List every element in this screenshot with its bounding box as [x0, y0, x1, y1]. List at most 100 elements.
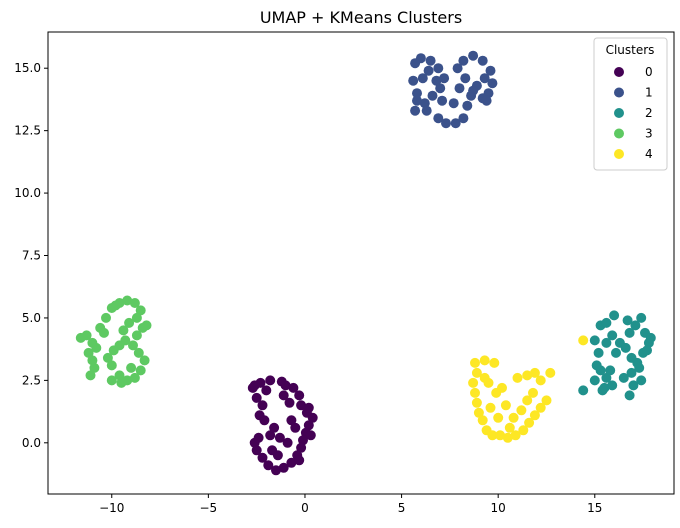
point-cluster-2	[626, 367, 637, 378]
point-cluster-0	[271, 465, 281, 476]
point-cluster-0	[290, 422, 301, 433]
point-cluster-4	[495, 430, 506, 441]
point-cluster-1	[410, 105, 421, 116]
point-cluster-4	[578, 335, 589, 346]
point-cluster-4	[518, 425, 529, 436]
point-cluster-2	[630, 320, 641, 331]
legend-label-2: 2	[645, 106, 653, 120]
point-cluster-1	[415, 53, 426, 64]
point-cluster-0	[269, 422, 280, 433]
point-cluster-0	[267, 445, 278, 456]
point-cluster-4	[524, 417, 535, 428]
y-tick-label: 7.5	[22, 249, 41, 263]
point-cluster-1	[423, 65, 434, 76]
point-cluster-4	[512, 372, 523, 383]
series-4	[468, 335, 589, 443]
point-cluster-4	[477, 415, 488, 426]
legend-marker-1	[614, 87, 624, 98]
point-cluster-3	[118, 325, 129, 336]
point-cluster-2	[628, 380, 639, 391]
point-cluster-1	[468, 50, 479, 61]
point-cluster-0	[265, 375, 276, 386]
point-cluster-3	[141, 320, 152, 331]
point-cluster-1	[417, 73, 428, 84]
point-cluster-4	[535, 375, 546, 386]
point-cluster-4	[485, 402, 496, 413]
point-cluster-1	[462, 100, 473, 111]
point-cluster-2	[599, 382, 610, 393]
point-cluster-3	[128, 340, 138, 351]
point-cluster-4	[471, 397, 482, 408]
point-cluster-0	[253, 432, 264, 443]
point-cluster-3	[139, 355, 150, 366]
point-cluster-2	[636, 312, 647, 323]
x-tick-label: −10	[99, 501, 124, 515]
point-cluster-0	[282, 437, 293, 448]
point-cluster-1	[468, 85, 479, 96]
point-cluster-3	[102, 352, 113, 363]
point-cluster-2	[578, 385, 589, 396]
point-cluster-3	[124, 317, 135, 328]
point-cluster-3	[99, 327, 109, 338]
x-tick-label: 15	[587, 501, 602, 515]
point-cluster-4	[502, 432, 513, 443]
point-cluster-4	[497, 382, 507, 393]
point-cluster-2	[601, 372, 612, 383]
point-cluster-4	[508, 412, 519, 423]
point-cluster-3	[108, 345, 119, 356]
point-cluster-4	[470, 357, 480, 368]
point-cluster-0	[294, 455, 305, 466]
point-cluster-1	[412, 95, 422, 106]
legend-label-0: 0	[645, 65, 653, 79]
data-marks	[75, 50, 656, 476]
point-cluster-0	[288, 382, 299, 393]
point-cluster-1	[458, 55, 469, 66]
point-cluster-1	[421, 105, 432, 116]
point-cluster-1	[479, 73, 490, 84]
point-cluster-2	[589, 335, 600, 346]
legend-marker-2	[614, 108, 624, 118]
point-cluster-1	[437, 95, 448, 106]
legend-items: 0 1 2 3 4	[614, 65, 653, 161]
point-cluster-2	[645, 332, 656, 343]
point-cluster-4	[493, 412, 504, 423]
point-cluster-2	[634, 362, 645, 373]
point-cluster-1	[477, 55, 488, 66]
point-cluster-1	[439, 73, 450, 84]
legend: Clusters 0 1 2 3 4	[593, 37, 668, 171]
point-cluster-4	[529, 367, 540, 378]
point-cluster-3	[87, 355, 98, 366]
point-cluster-0	[263, 460, 274, 471]
point-cluster-0	[296, 442, 307, 453]
point-cluster-4	[479, 355, 490, 366]
point-cluster-4	[487, 430, 498, 441]
point-cluster-3	[106, 360, 117, 371]
series-2	[578, 310, 656, 401]
point-cluster-2	[618, 372, 629, 383]
x-tick-label: −5	[200, 501, 218, 515]
point-cluster-3	[91, 342, 102, 353]
point-cluster-1	[435, 83, 446, 94]
point-cluster-2	[607, 330, 618, 341]
point-cluster-1	[460, 73, 471, 84]
y-tick-label: 2.5	[22, 373, 41, 387]
point-cluster-1	[408, 75, 419, 86]
series-0	[247, 375, 318, 476]
point-cluster-0	[280, 380, 291, 391]
point-cluster-2	[609, 310, 620, 321]
point-cluster-0	[278, 390, 289, 401]
point-cluster-3	[129, 372, 140, 383]
series-1	[408, 50, 498, 129]
point-cluster-2	[622, 315, 633, 326]
y-tick-label: 0.0	[22, 436, 41, 450]
point-cluster-1	[412, 88, 422, 99]
point-cluster-3	[85, 370, 96, 381]
point-cluster-4	[471, 367, 482, 378]
point-cluster-2	[593, 347, 604, 358]
point-cluster-4	[516, 405, 527, 416]
point-cluster-4	[468, 377, 479, 388]
point-cluster-3	[110, 300, 121, 311]
legend-title: Clusters	[606, 43, 655, 57]
legend-marker-3	[614, 128, 624, 139]
